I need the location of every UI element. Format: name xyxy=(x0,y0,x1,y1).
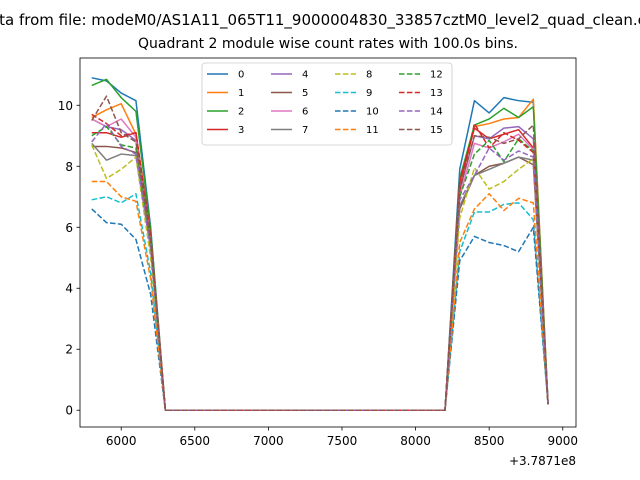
legend-label-12: 12 xyxy=(430,70,443,81)
legend-label-9: 9 xyxy=(366,88,372,99)
x-tick-label: 9000 xyxy=(547,434,578,448)
series-line-10 xyxy=(91,208,549,411)
x-tick-label: 8500 xyxy=(474,434,505,448)
axes-frame xyxy=(79,57,577,428)
y-tick-label: 8 xyxy=(65,160,73,174)
legend-label-5: 5 xyxy=(302,88,308,99)
legend-label-15: 15 xyxy=(430,125,443,136)
chart-title: Quadrant 2 module wise count rates with … xyxy=(138,36,518,52)
legend-label-13: 13 xyxy=(430,88,443,99)
legend-label-0: 0 xyxy=(238,70,244,81)
x-tick-label: 6500 xyxy=(180,434,211,448)
x-tick-label: 6000 xyxy=(106,434,137,448)
x-tick-label: 7000 xyxy=(253,434,284,448)
legend-label-1: 1 xyxy=(238,88,244,99)
y-tick-label: 0 xyxy=(65,404,73,418)
figure-suptitle: Data from file: modeM0/AS1A11_065T11_900… xyxy=(0,11,640,29)
y-tick-label: 6 xyxy=(65,221,73,235)
legend-label-6: 6 xyxy=(302,107,308,118)
series-line-11 xyxy=(91,180,549,411)
legend-label-4: 4 xyxy=(302,70,308,81)
legend-label-11: 11 xyxy=(366,125,379,136)
legend-label-8: 8 xyxy=(366,70,372,81)
legend-label-7: 7 xyxy=(302,125,308,136)
x-tick-label: 8000 xyxy=(400,434,431,448)
suptitle-text: Data from file: modeM0/AS1A11_065T11_900… xyxy=(0,11,640,29)
x-axis-offset-label: +3.7871e8 xyxy=(509,454,576,468)
legend-label-10: 10 xyxy=(366,107,379,118)
y-tick-label: 4 xyxy=(65,282,73,296)
y-tick-label: 2 xyxy=(65,343,73,357)
series-line-15 xyxy=(91,95,549,411)
y-tick-label: 10 xyxy=(58,99,73,113)
x-tick-label: 7500 xyxy=(327,434,358,448)
legend-label-14: 14 xyxy=(430,107,443,118)
series-line-9 xyxy=(91,192,549,411)
series-line-14 xyxy=(91,122,549,411)
legend-label-3: 3 xyxy=(238,125,244,136)
legend-label-2: 2 xyxy=(238,107,244,118)
legend-box xyxy=(201,62,453,146)
